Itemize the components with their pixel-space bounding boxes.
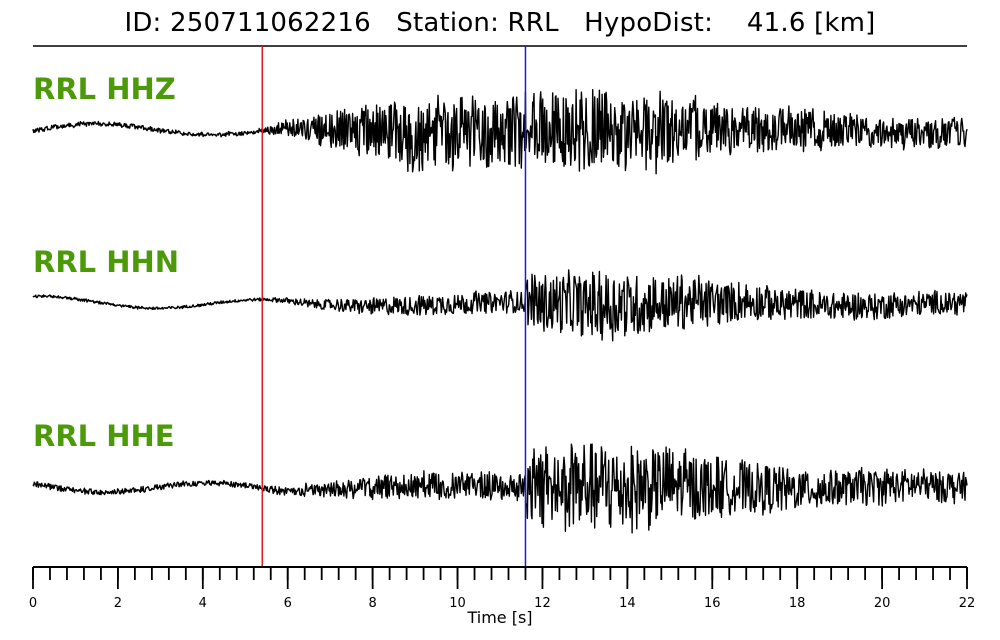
- x-axis: 0 2 4 6 8 10 12 14 16 18 20 22 Time [s]: [29, 566, 976, 627]
- trace-group: [32, 88, 968, 534]
- waveform-rrl-hhe: [32, 443, 968, 534]
- trace-label-rrl-hhe: RRL HHE: [33, 419, 175, 453]
- x-axis-label: Time [s]: [466, 608, 532, 627]
- chart-title: ID: 250711062216 Station: RRL HypoDist: …: [124, 8, 876, 38]
- x-tick-label: 8: [368, 596, 376, 611]
- x-tick-label: 0: [29, 596, 37, 611]
- x-tick-label: 12: [534, 596, 551, 611]
- waveform-rrl-hhz: [32, 88, 968, 175]
- x-tick-label: 10: [449, 596, 466, 611]
- x-tick-label: 2: [114, 596, 122, 611]
- waveform-rrl-hhn: [32, 269, 968, 342]
- pick-group: [261, 46, 527, 567]
- trace-label-rrl-hhn: RRL HHN: [33, 245, 179, 279]
- x-tick-label: 18: [789, 596, 806, 611]
- trace-label-rrl-hhz: RRL HHZ: [33, 72, 176, 106]
- x-tick-label: 16: [704, 596, 721, 611]
- trace-label-group: RRL HHZ RRL HHN RRL HHE: [33, 72, 179, 453]
- x-tick-label: 22: [959, 596, 976, 611]
- x-tick-label: 14: [619, 596, 636, 611]
- x-tick-label: 20: [874, 596, 891, 611]
- x-tick-label: 6: [284, 596, 292, 611]
- x-tick-label: 4: [199, 596, 207, 611]
